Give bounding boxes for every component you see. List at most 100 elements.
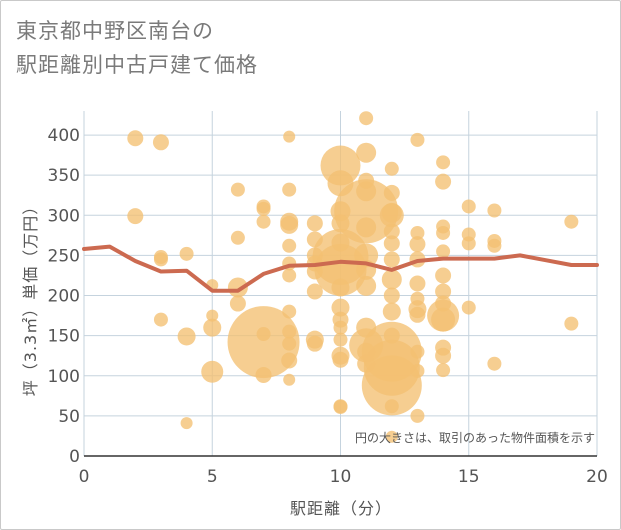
data-bubble xyxy=(436,225,451,240)
data-bubble xyxy=(255,366,272,383)
x-tick-label: 15 xyxy=(458,467,480,487)
data-bubble xyxy=(256,201,271,216)
data-bubble xyxy=(206,309,219,322)
data-bubble xyxy=(282,268,297,283)
data-bubble xyxy=(153,312,168,327)
data-bubble xyxy=(382,302,401,321)
data-bubble xyxy=(383,251,400,268)
data-bubble xyxy=(487,356,502,371)
data-bubble xyxy=(435,283,452,300)
data-bubble xyxy=(333,400,348,415)
y-tick-label: 250 xyxy=(48,246,80,266)
data-bubble xyxy=(356,317,377,338)
data-bubble xyxy=(383,235,400,252)
bubble-series xyxy=(127,111,579,443)
x-tick-label: 20 xyxy=(586,467,608,487)
data-bubble xyxy=(383,287,400,304)
data-bubble xyxy=(153,252,168,267)
data-bubble xyxy=(461,236,476,251)
data-bubble xyxy=(461,300,476,315)
data-bubble xyxy=(410,225,425,240)
data-bubble xyxy=(356,275,377,296)
data-bubble xyxy=(436,244,451,259)
data-bubble xyxy=(384,161,399,176)
data-bubble xyxy=(180,417,193,430)
chart-title-line2: 駅距離別中古戸建て価格 xyxy=(16,53,258,77)
data-bubble xyxy=(431,307,456,332)
data-bubble xyxy=(410,408,425,423)
data-bubble xyxy=(282,304,297,319)
data-bubble xyxy=(230,230,245,245)
data-bubble xyxy=(383,184,400,201)
data-bubble xyxy=(381,202,402,223)
data-bubble xyxy=(461,199,476,214)
data-bubble xyxy=(179,246,194,261)
x-axis-label: 駅距離（分） xyxy=(290,499,392,518)
data-bubble xyxy=(410,363,425,378)
data-bubble xyxy=(283,373,296,386)
data-bubble xyxy=(487,238,502,253)
data-bubble xyxy=(331,278,350,297)
data-bubble xyxy=(177,327,196,346)
data-bubble xyxy=(127,130,144,147)
data-bubble xyxy=(332,351,349,368)
data-bubble xyxy=(306,263,323,280)
data-bubble xyxy=(152,134,169,151)
size-note: 円の大きさは、取引のあった物件面積を示す xyxy=(355,430,595,445)
data-bubble xyxy=(564,316,579,331)
y-tick-label: 100 xyxy=(48,367,80,387)
data-bubble xyxy=(409,306,426,323)
data-bubble xyxy=(314,243,367,296)
x-tick-label: 10 xyxy=(330,467,352,487)
data-bubble xyxy=(564,214,579,229)
data-bubble xyxy=(256,327,271,342)
data-bubble xyxy=(334,179,399,244)
data-bubble xyxy=(435,173,452,190)
y-tick-label: 300 xyxy=(48,206,80,226)
data-bubble xyxy=(306,231,323,248)
x-tick-label: 5 xyxy=(207,467,218,487)
y-tick-label: 50 xyxy=(58,407,80,427)
x-tick-label: 0 xyxy=(79,467,90,487)
data-bubble xyxy=(281,352,298,369)
data-bubble xyxy=(327,170,354,197)
data-bubble xyxy=(384,399,399,414)
data-bubble xyxy=(201,360,224,383)
data-bubble xyxy=(385,430,398,443)
x-tick-labels: 0 5 10 15 20 xyxy=(79,467,608,487)
data-bubble xyxy=(306,335,323,352)
data-bubble xyxy=(280,215,299,234)
data-bubble xyxy=(282,182,297,197)
y-tick-label: 200 xyxy=(48,287,80,307)
data-bubble xyxy=(409,275,426,292)
data-bubble xyxy=(256,214,271,229)
data-bubble xyxy=(331,233,350,252)
data-bubble xyxy=(357,354,376,373)
data-bubble xyxy=(436,155,451,170)
data-bubble xyxy=(331,298,350,317)
data-bubble xyxy=(381,269,402,290)
data-bubble xyxy=(331,214,350,233)
data-bubble xyxy=(356,217,377,238)
data-bubble xyxy=(229,295,246,312)
chart-title: 東京都中野区南台の 駅距離別中古戸建て価格 xyxy=(16,14,258,82)
data-bubble xyxy=(333,332,348,347)
data-bubble xyxy=(283,130,296,143)
chart-title-line1: 東京都中野区南台の xyxy=(16,19,214,43)
y-tick-label: 350 xyxy=(48,166,80,186)
y-tick-label: 0 xyxy=(69,447,80,467)
data-bubble xyxy=(230,182,245,197)
data-bubble xyxy=(356,142,377,163)
data-bubble xyxy=(282,238,297,253)
data-bubble xyxy=(306,283,323,300)
y-tick-label: 400 xyxy=(48,126,80,146)
data-bubble xyxy=(282,324,297,339)
data-bubble xyxy=(410,344,425,359)
data-bubble xyxy=(383,223,400,240)
data-bubble xyxy=(358,172,375,189)
y-tick-label: 150 xyxy=(48,327,80,347)
data-bubble xyxy=(359,111,374,126)
data-bubble xyxy=(203,318,222,337)
data-bubble xyxy=(409,236,426,253)
